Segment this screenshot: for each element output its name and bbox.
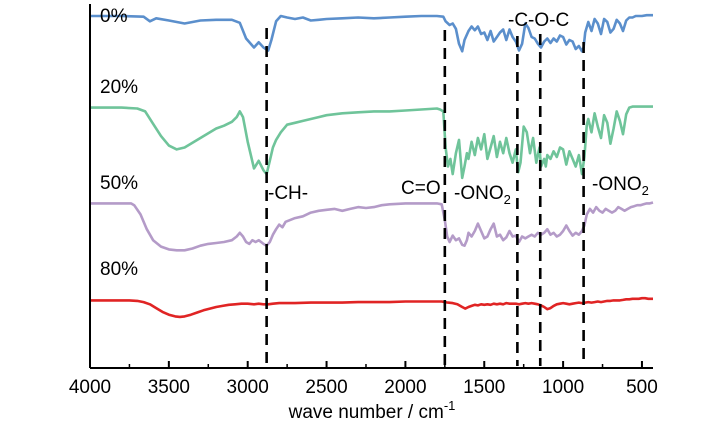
- x-tick-label-4000: 4000: [69, 377, 111, 398]
- x-tick-label-3500: 3500: [148, 377, 190, 398]
- x-tick-label-2000: 2000: [384, 377, 426, 398]
- series-label-20pct: 20%: [100, 77, 138, 98]
- x-tick-label-2500: 2500: [305, 377, 347, 398]
- series-label-0pct: 0%: [100, 6, 128, 27]
- x-axis: 4000 3500 3000 2500 2000 1500 1000 500 wave numb…: [69, 4, 658, 423]
- series-line-50pct: [90, 201, 654, 252]
- annotation-coc: -C-O-C: [508, 10, 569, 31]
- series-label-50pct: 50%: [100, 173, 138, 194]
- x-tick-label-1500: 1500: [463, 377, 505, 398]
- series-label-80pct: 80%: [100, 259, 138, 280]
- series-line-0pct: [90, 13, 653, 53]
- series-layer: [90, 13, 654, 319]
- x-axis-title: wave number / cm-1: [288, 398, 456, 423]
- annotation-ono2-2: -ONO2: [592, 174, 649, 198]
- labels-layer: 0% 20% 50% 80% -CH- C=O -C-O-C -ONO2 -ONO2: [100, 6, 649, 280]
- x-tick-label-3000: 3000: [227, 377, 269, 398]
- annotation-ono2-1: -ONO2: [454, 183, 511, 207]
- x-tick-label-1000: 1000: [542, 377, 584, 398]
- x-tick-label-500: 500: [626, 377, 658, 398]
- annotation-ch: -CH-: [268, 183, 308, 204]
- annotation-co: C=O: [401, 178, 441, 199]
- series-line-20pct: [90, 105, 653, 180]
- reference-lines: [265, 28, 585, 366]
- series-line-80pct: [90, 296, 653, 319]
